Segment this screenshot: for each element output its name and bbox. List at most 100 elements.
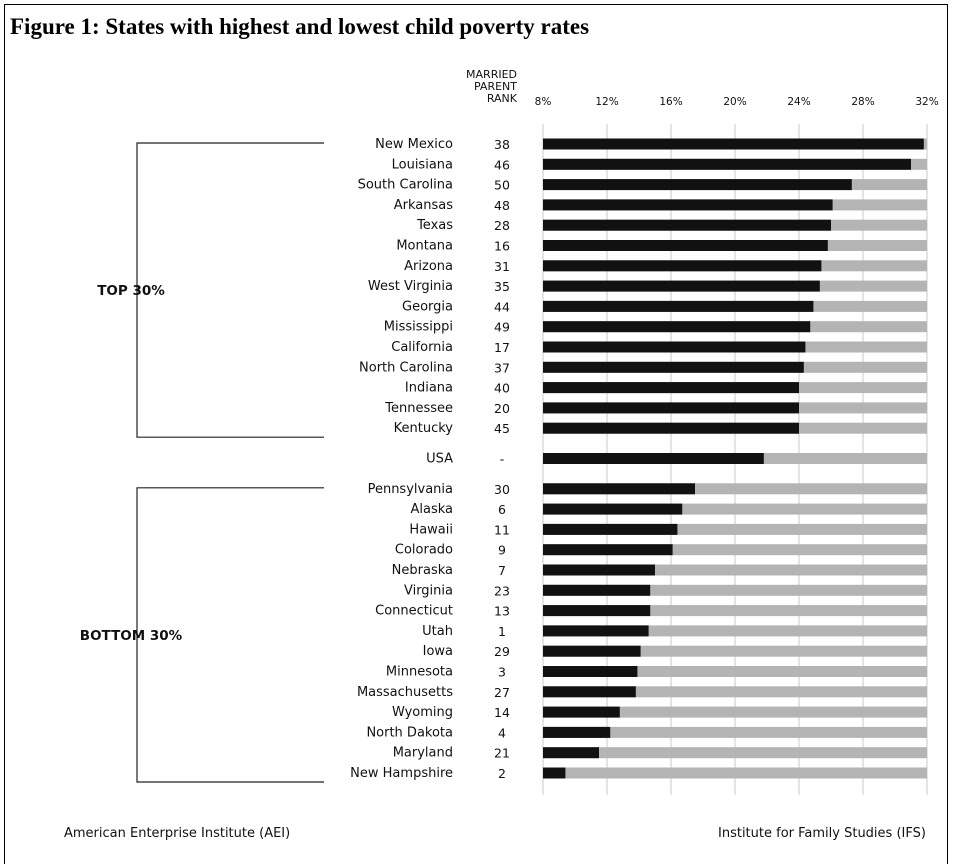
state-label: North Dakota <box>366 725 453 740</box>
bar <box>543 483 695 495</box>
bar <box>543 361 804 373</box>
rank-value: 6 <box>498 502 506 517</box>
bar <box>543 300 814 312</box>
bar <box>543 706 620 718</box>
chart-row: New Hampshire 2 <box>350 766 927 781</box>
state-label: USA <box>426 452 453 467</box>
chart-row: Massachusetts 27 <box>357 685 927 700</box>
rank-value: 31 <box>494 259 510 274</box>
rank-header-line: RANK <box>487 92 518 105</box>
state-label: North Carolina <box>359 360 453 375</box>
rank-value: 11 <box>494 522 510 537</box>
state-label: Utah <box>422 624 453 639</box>
state-label: Mississippi <box>384 320 453 335</box>
bar <box>543 138 924 150</box>
chart-row: Nebraska 7 <box>392 563 927 578</box>
x-tick-label: 24% <box>787 96 810 108</box>
chart-row: Virginia 23 <box>404 583 927 598</box>
bar-track <box>543 706 927 718</box>
rank-value: 23 <box>494 583 510 598</box>
group-brackets: TOP 30% BOTTOM 30% <box>80 142 324 783</box>
chart-row: Mississippi 49 <box>384 320 927 335</box>
state-label: Nebraska <box>392 563 453 578</box>
rank-value: 48 <box>494 198 510 213</box>
bar-track <box>543 523 927 535</box>
bar <box>543 179 852 191</box>
rank-value: 1 <box>498 624 506 639</box>
state-label: Pennsylvania <box>368 482 453 497</box>
x-tick-label: 28% <box>851 96 874 108</box>
bar <box>543 584 651 596</box>
state-label: Indiana <box>405 381 453 396</box>
bar <box>543 382 799 394</box>
state-label: Arizona <box>404 259 453 274</box>
bar <box>543 503 683 515</box>
state-label: South Carolina <box>358 178 453 193</box>
rank-value: 29 <box>494 644 510 659</box>
group-label: TOP 30% <box>97 283 165 299</box>
state-label: Colorado <box>395 543 453 558</box>
state-label: Virginia <box>404 583 453 598</box>
bar <box>543 666 638 677</box>
rank-header-line: PARENT <box>474 80 517 93</box>
rank-value: 30 <box>494 482 510 497</box>
chart-row: Connecticut 13 <box>375 604 927 619</box>
bar-track <box>543 625 927 637</box>
rank-value: 28 <box>494 218 510 233</box>
bar <box>543 564 655 576</box>
bar <box>543 686 636 698</box>
figure-frame <box>4 4 948 864</box>
bar-track <box>543 747 927 759</box>
chart-row: North Dakota 4 <box>366 725 927 740</box>
source-right: Institute for Family Studies (IFS) <box>718 826 926 841</box>
rank-value: - <box>500 452 505 467</box>
bar-track <box>543 544 927 556</box>
bar-track <box>543 726 927 738</box>
group-label: BOTTOM 30% <box>80 628 183 644</box>
state-label: Louisiana <box>392 157 453 172</box>
bar <box>543 544 673 556</box>
source-left: American Enterprise Institute (AEI) <box>64 826 291 841</box>
chart-row: South Carolina 50 <box>358 178 927 193</box>
rank-value: 27 <box>494 685 510 700</box>
rank-value: 46 <box>494 157 510 172</box>
bar-track <box>543 666 927 677</box>
bar <box>543 280 820 292</box>
rank-value: 2 <box>498 766 506 781</box>
bar-track <box>543 767 927 779</box>
state-label: Maryland <box>393 746 453 761</box>
chart-row: New Mexico 38 <box>375 137 927 152</box>
bar <box>543 422 799 434</box>
state-label: Georgia <box>402 299 453 314</box>
bar-track <box>543 503 927 515</box>
state-label: West Virginia <box>368 279 453 294</box>
x-tick-label: 16% <box>659 96 682 108</box>
bar-track <box>543 686 927 698</box>
bar-track <box>543 584 927 596</box>
x-tick-label: 32% <box>915 96 938 108</box>
group-bracket <box>136 487 324 783</box>
x-tick-label: 8% <box>535 96 552 108</box>
state-label: Tennessee <box>384 401 453 416</box>
rank-value: 20 <box>494 401 510 416</box>
bar <box>543 260 822 272</box>
rank-value: 4 <box>498 725 506 740</box>
bar <box>543 158 911 170</box>
chart-row: Montana 16 <box>396 239 927 254</box>
rank-value: 45 <box>494 421 510 436</box>
bar <box>543 219 831 231</box>
chart-row: Colorado 9 <box>395 543 927 558</box>
rank-value: 35 <box>494 279 510 294</box>
chart-row: Maryland 21 <box>393 746 927 761</box>
rank-value: 38 <box>494 137 510 152</box>
chart-row: Arkansas 48 <box>394 198 927 213</box>
bar <box>543 767 566 779</box>
state-label: Alaska <box>410 502 453 517</box>
state-label: New Hampshire <box>350 766 453 781</box>
rank-value: 50 <box>494 178 510 193</box>
rank-value: 9 <box>498 543 506 558</box>
state-label: Massachusetts <box>357 685 453 700</box>
rank-value: 17 <box>494 340 510 355</box>
